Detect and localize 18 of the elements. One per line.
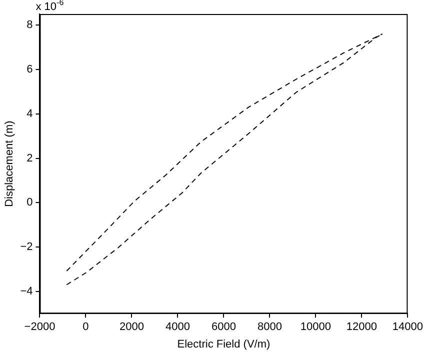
y-tick-label: 2	[26, 152, 33, 164]
y-tick-label: 6	[26, 64, 33, 76]
y-tick-label: −2	[20, 241, 33, 254]
y-tick-label: 4	[26, 108, 33, 120]
x-tick-label: 4000	[165, 321, 190, 334]
x-tick-label: 2000	[119, 321, 144, 334]
y-tick-label: 0	[26, 196, 33, 209]
x-tick-label: 12000	[346, 321, 378, 334]
x-axis-title: Electric Field (V/m)	[177, 338, 270, 350]
x-tick-label: 10000	[300, 321, 332, 334]
x-tick-label: 0	[82, 321, 89, 334]
y-tick-label: −4	[20, 285, 33, 298]
y-axis-title: Displacement (m)	[4, 120, 16, 207]
x-tick-label: −2000	[24, 321, 56, 334]
x-tick-label: 14000	[392, 321, 424, 334]
x-tick-label: 8000	[257, 321, 282, 334]
x-tick-label: 6000	[211, 321, 236, 334]
y-tick-label: 8	[26, 19, 33, 32]
